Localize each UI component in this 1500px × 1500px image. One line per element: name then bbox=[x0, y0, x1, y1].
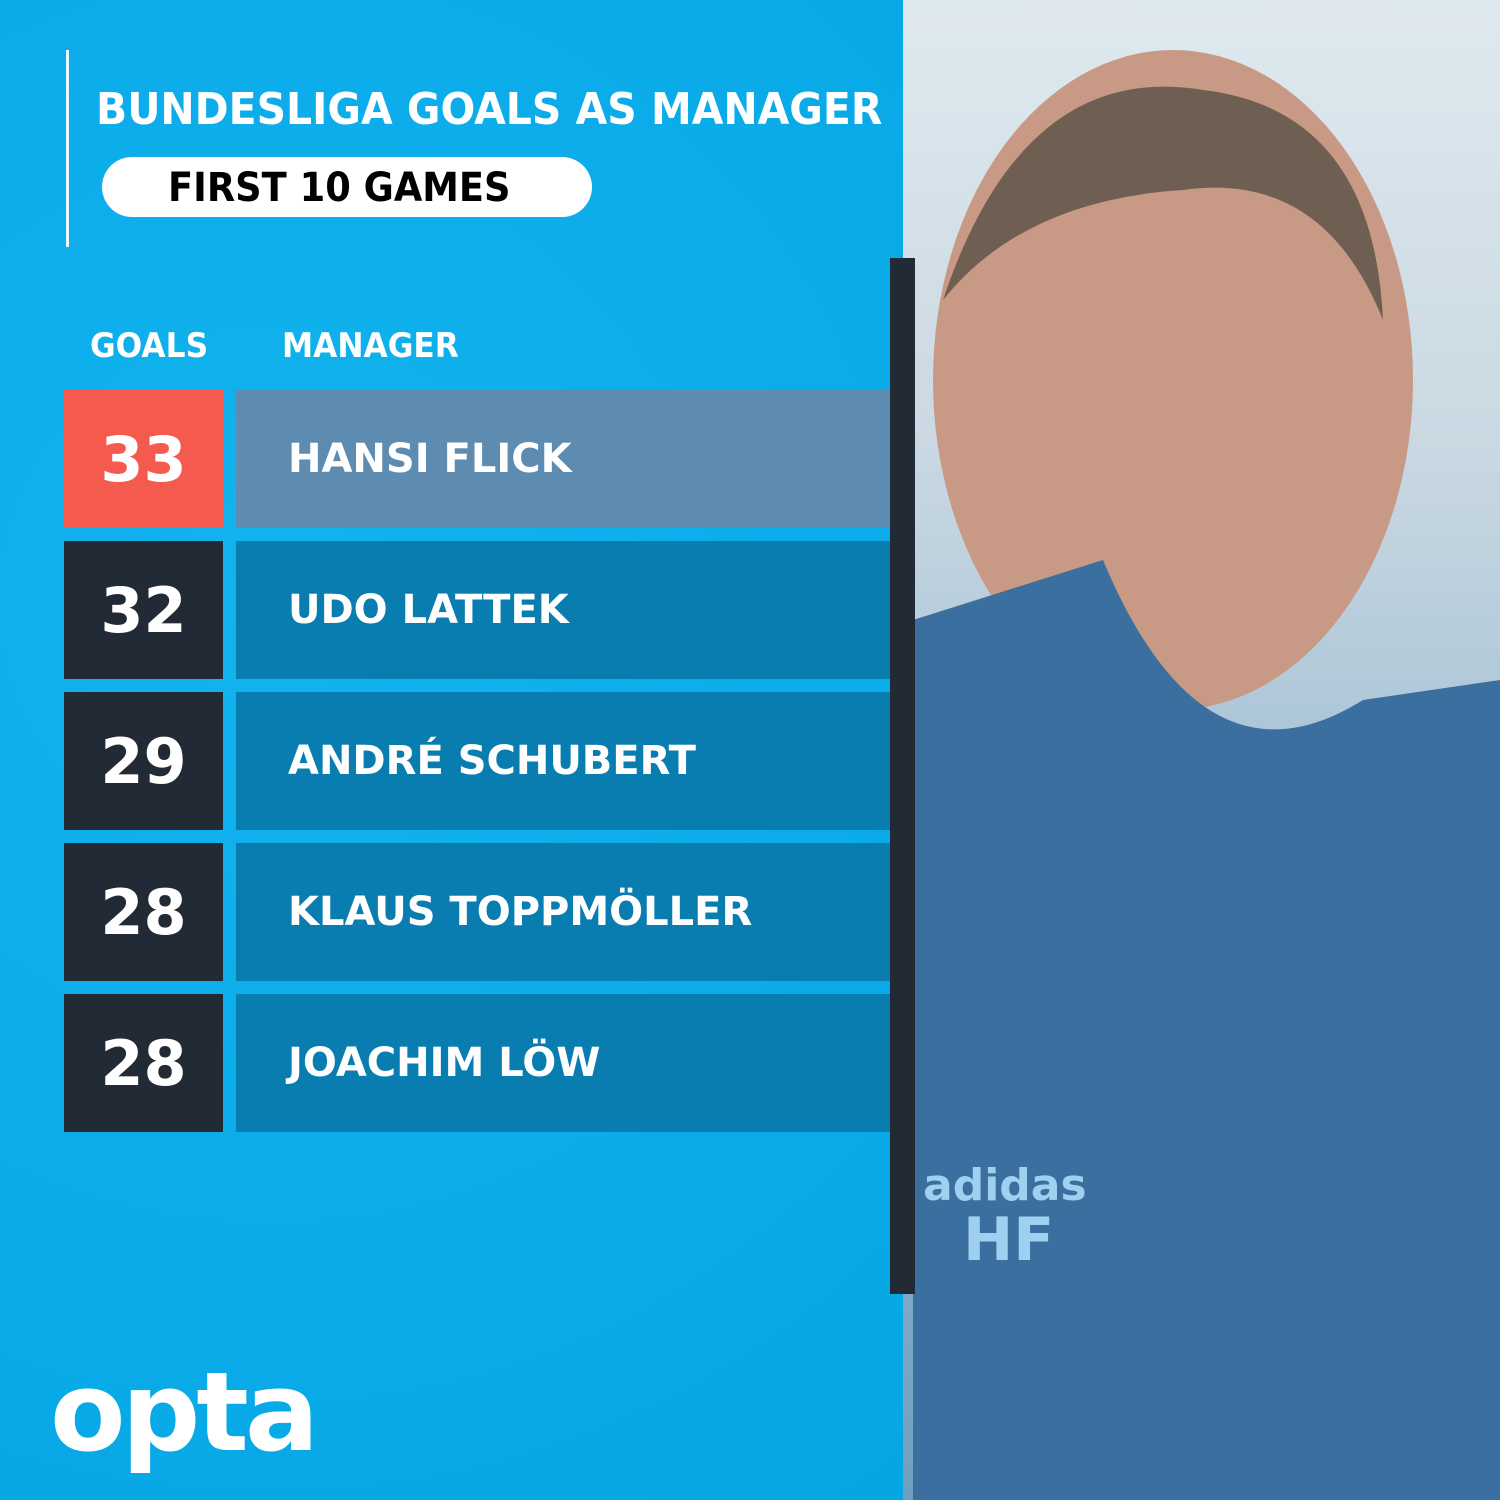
jacket-shape bbox=[913, 560, 1500, 1500]
jacket-initials: HF bbox=[963, 1205, 1054, 1275]
manager-photo: HF adidas bbox=[903, 0, 1500, 1500]
manager-name: HANSI FLICK bbox=[236, 390, 890, 528]
goals-value: 29 bbox=[64, 692, 223, 830]
table-row: 28 JOACHIM LÖW bbox=[64, 994, 890, 1132]
table-row: 32 UDO LATTEK bbox=[64, 541, 890, 679]
manager-name: ANDRÉ SCHUBERT bbox=[236, 692, 890, 830]
title-accent-line bbox=[66, 50, 69, 247]
column-header-manager: MANAGER bbox=[282, 326, 459, 366]
hair-shape bbox=[943, 86, 1383, 320]
brand-logo: adidas bbox=[923, 1160, 1087, 1211]
opta-logo: opta bbox=[50, 1348, 319, 1476]
table-row: 33 HANSI FLICK bbox=[64, 390, 890, 528]
goals-value: 28 bbox=[64, 843, 223, 981]
manager-name: UDO LATTEK bbox=[236, 541, 890, 679]
goals-value: 33 bbox=[64, 390, 223, 528]
manager-name: JOACHIM LÖW bbox=[236, 994, 890, 1132]
goals-value: 28 bbox=[64, 994, 223, 1132]
table-row: 29 ANDRÉ SCHUBERT bbox=[64, 692, 890, 830]
subtitle-pill: FIRST 10 GAMES bbox=[102, 157, 592, 217]
divider-bar bbox=[890, 258, 915, 1294]
table-row: 28 KLAUS TOPPMÖLLER bbox=[64, 843, 890, 981]
goals-value: 32 bbox=[64, 541, 223, 679]
subtitle: FIRST 10 GAMES bbox=[168, 165, 511, 211]
column-header-goals: GOALS bbox=[90, 326, 209, 366]
page-title: BUNDESLIGA GOALS AS MANAGER bbox=[96, 84, 883, 135]
manager-name: KLAUS TOPPMÖLLER bbox=[236, 843, 890, 981]
